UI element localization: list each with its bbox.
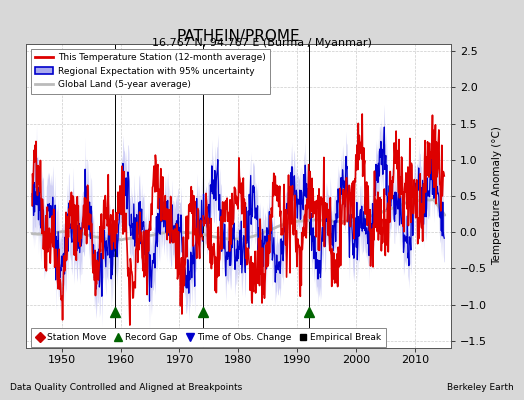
Y-axis label: Temperature Anomaly (°C): Temperature Anomaly (°C) <box>492 126 502 266</box>
Title: PATHEIN/PROME: PATHEIN/PROME <box>177 29 300 44</box>
Legend: Station Move, Record Gap, Time of Obs. Change, Empirical Break: Station Move, Record Gap, Time of Obs. C… <box>31 328 386 346</box>
Text: Berkeley Earth: Berkeley Earth <box>447 383 514 392</box>
Text: 16.767 N, 94.767 E (Burma / Myanmar): 16.767 N, 94.767 E (Burma / Myanmar) <box>152 38 372 48</box>
Text: Data Quality Controlled and Aligned at Breakpoints: Data Quality Controlled and Aligned at B… <box>10 383 243 392</box>
